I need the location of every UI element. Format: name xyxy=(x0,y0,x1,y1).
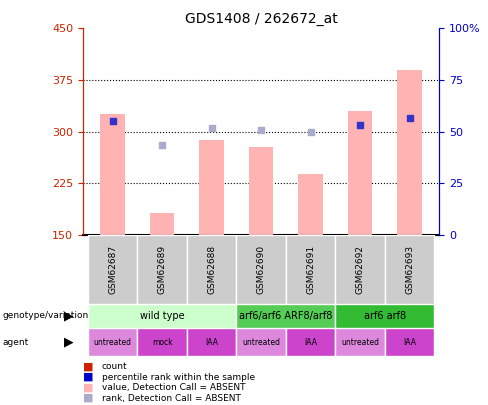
Bar xyxy=(236,328,286,356)
Point xyxy=(306,128,314,135)
Text: genotype/variation: genotype/variation xyxy=(2,311,89,320)
Bar xyxy=(88,328,138,356)
Point xyxy=(257,126,265,133)
Bar xyxy=(385,328,434,356)
Bar xyxy=(397,70,422,235)
Text: rank, Detection Call = ABSENT: rank, Detection Call = ABSENT xyxy=(102,394,241,403)
Bar xyxy=(385,235,434,304)
Text: untreated: untreated xyxy=(341,338,379,347)
Text: untreated: untreated xyxy=(94,338,132,347)
Point xyxy=(356,122,364,128)
Bar xyxy=(347,111,372,235)
Bar xyxy=(286,235,335,304)
Point xyxy=(208,125,216,131)
Text: agent: agent xyxy=(2,338,29,347)
Text: GSM62688: GSM62688 xyxy=(207,245,216,294)
Text: IAA: IAA xyxy=(403,338,416,347)
Text: untreated: untreated xyxy=(242,338,280,347)
Bar xyxy=(187,328,236,356)
Text: ■: ■ xyxy=(83,393,94,403)
Text: mock: mock xyxy=(152,338,172,347)
Title: GDS1408 / 262672_at: GDS1408 / 262672_at xyxy=(184,12,338,26)
Text: arf6/arf6 ARF8/arf8: arf6/arf6 ARF8/arf8 xyxy=(239,311,332,321)
Point xyxy=(158,142,166,149)
Text: ▶: ▶ xyxy=(63,309,73,322)
Text: GSM62690: GSM62690 xyxy=(257,245,265,294)
Bar xyxy=(335,328,385,356)
Bar xyxy=(187,235,236,304)
Text: ■: ■ xyxy=(83,383,94,392)
Text: IAA: IAA xyxy=(304,338,317,347)
Bar xyxy=(88,235,138,304)
Bar xyxy=(236,235,286,304)
Text: value, Detection Call = ABSENT: value, Detection Call = ABSENT xyxy=(102,383,245,392)
Text: GSM62691: GSM62691 xyxy=(306,245,315,294)
Text: GSM62689: GSM62689 xyxy=(158,245,166,294)
Bar xyxy=(138,328,187,356)
Bar xyxy=(199,140,224,235)
Point xyxy=(109,118,117,125)
Bar xyxy=(100,114,125,235)
Bar xyxy=(249,147,273,235)
Text: wild type: wild type xyxy=(140,311,184,321)
Bar xyxy=(138,235,187,304)
Text: ■: ■ xyxy=(83,372,94,382)
Point xyxy=(406,115,413,121)
Bar xyxy=(335,304,434,328)
Text: count: count xyxy=(102,362,127,371)
Text: GSM62687: GSM62687 xyxy=(108,245,117,294)
Text: ■: ■ xyxy=(83,362,94,371)
Bar xyxy=(236,304,335,328)
Text: GSM62693: GSM62693 xyxy=(405,245,414,294)
Bar xyxy=(88,304,236,328)
Bar xyxy=(150,213,175,235)
Text: IAA: IAA xyxy=(205,338,218,347)
Text: arf6 arf8: arf6 arf8 xyxy=(364,311,406,321)
Text: percentile rank within the sample: percentile rank within the sample xyxy=(102,373,255,382)
Bar xyxy=(335,235,385,304)
Bar xyxy=(286,328,335,356)
Text: ▶: ▶ xyxy=(63,336,73,349)
Bar xyxy=(298,174,323,235)
Text: GSM62692: GSM62692 xyxy=(356,245,365,294)
